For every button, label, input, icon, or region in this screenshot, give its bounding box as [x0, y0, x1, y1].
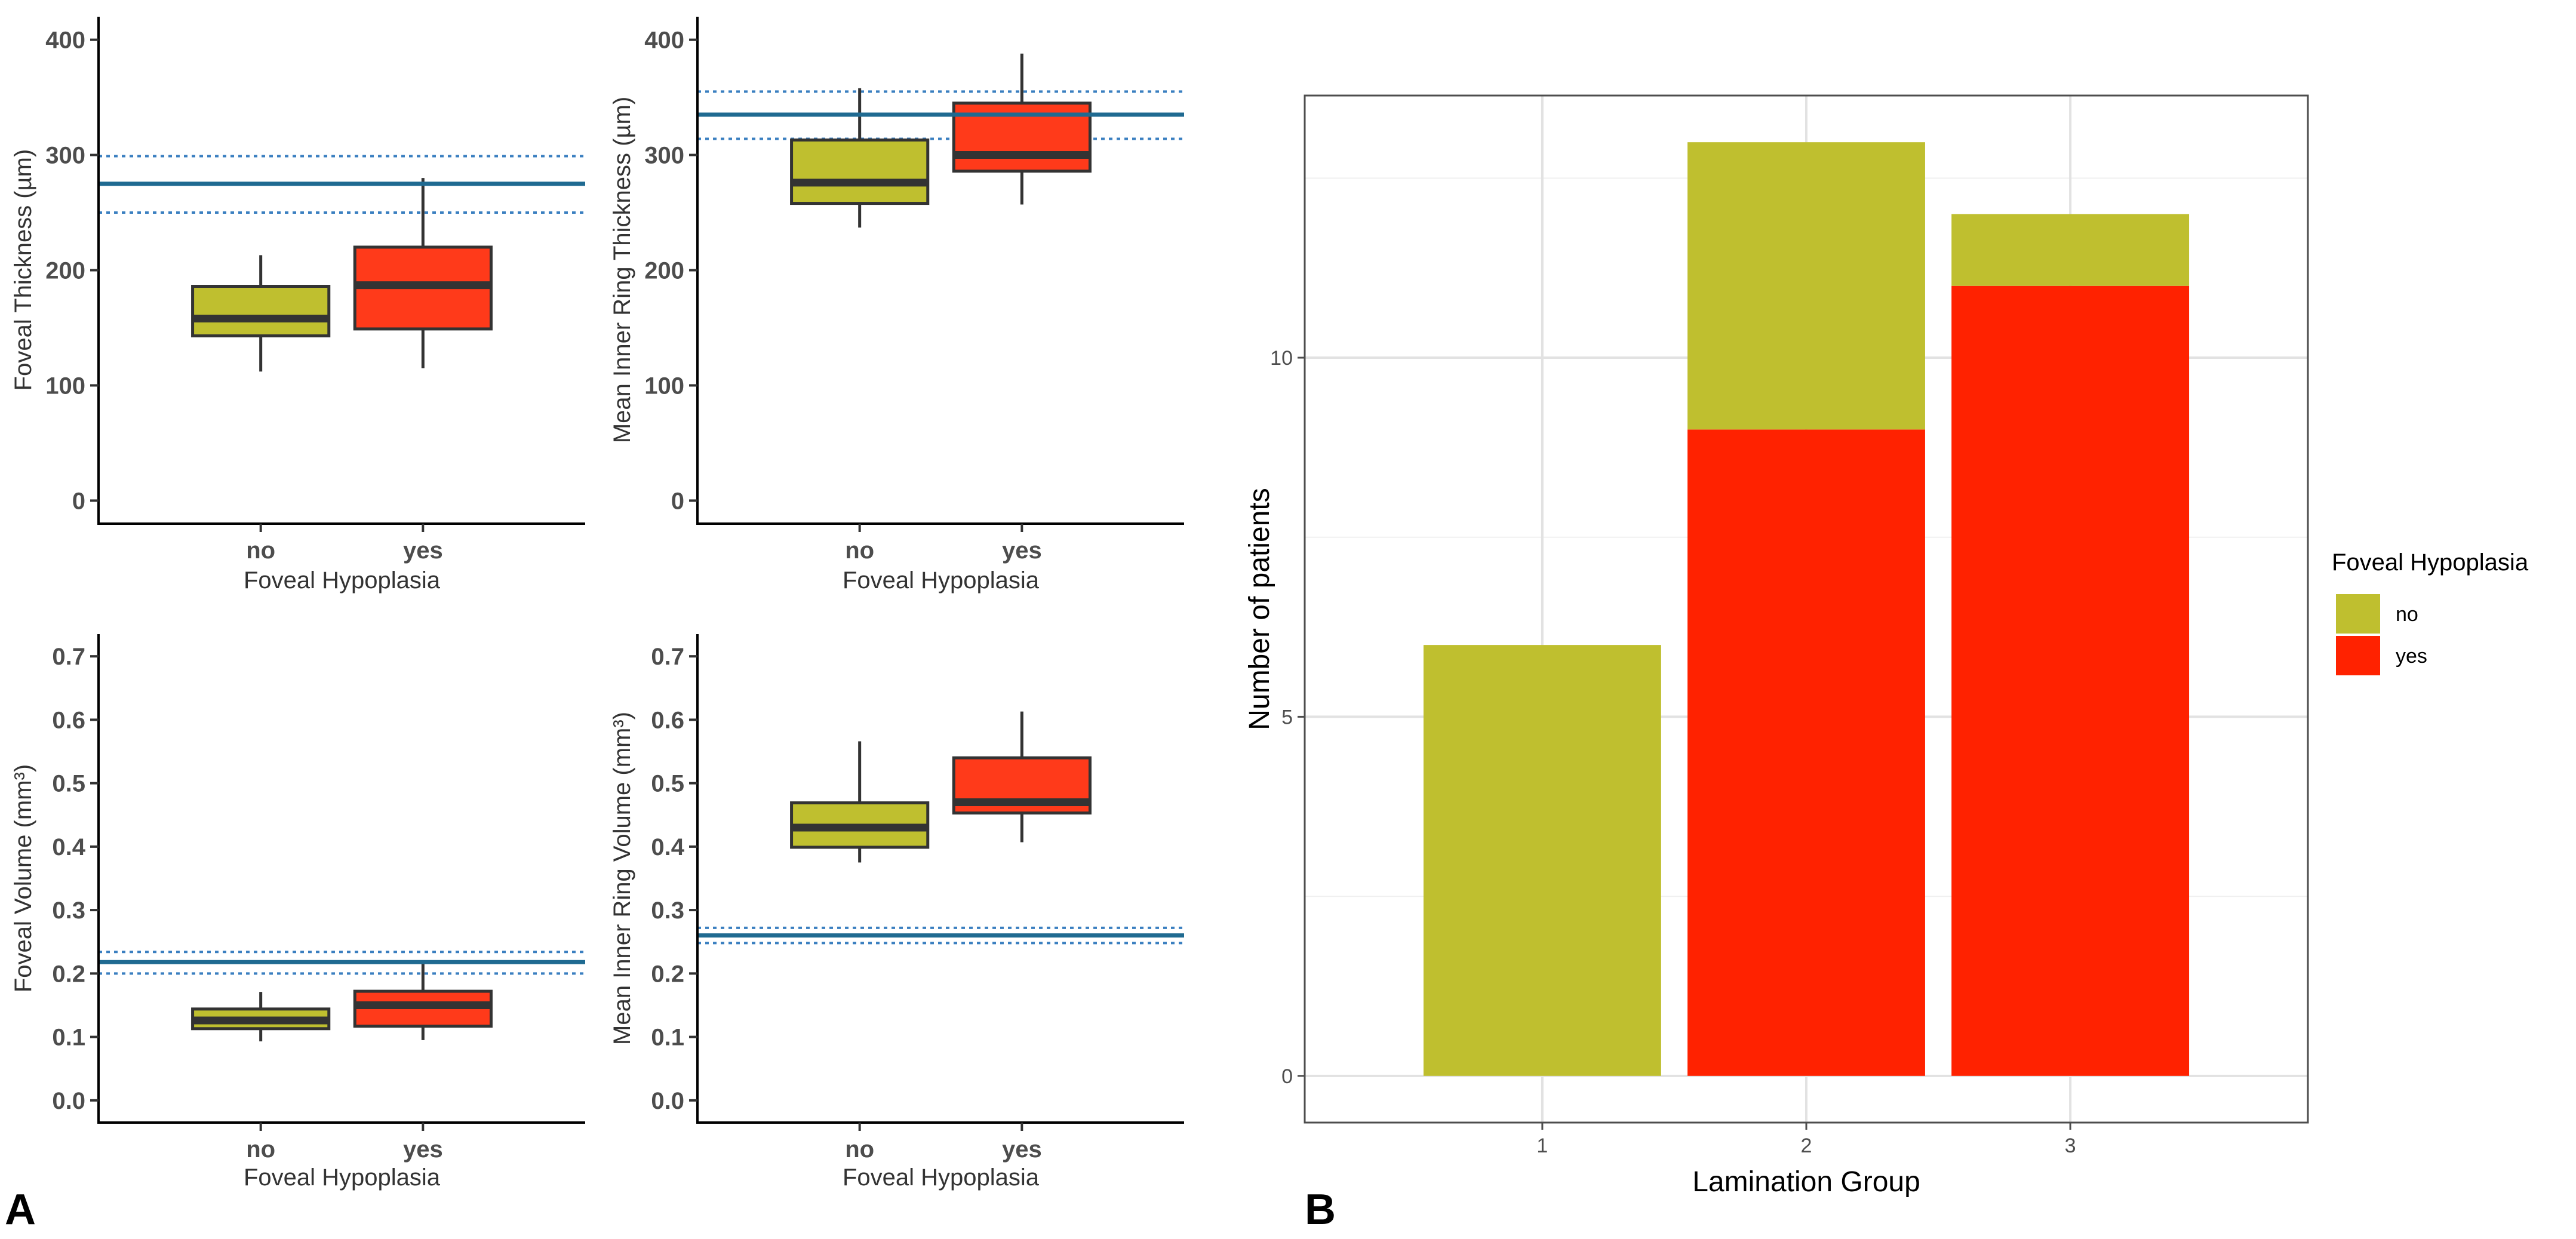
y-tick-label: 200 — [45, 258, 85, 284]
y-tick-label: 200 — [644, 258, 684, 284]
y-tick-label: 0.4 — [52, 834, 85, 860]
x-tick-label: no — [246, 1136, 275, 1163]
y-tick-label: 0 — [1281, 1065, 1293, 1088]
x-axis-title: Lamination Group — [1692, 1166, 1920, 1198]
box-no — [191, 285, 331, 337]
y-axis-title: Foveal Volume (mm³) — [10, 764, 36, 992]
legend-swatch-no — [2336, 594, 2380, 634]
y-tick-label: 0.2 — [651, 961, 684, 987]
bar-group2-yes — [1687, 429, 1925, 1076]
y-axis-title: Mean Inner Ring Volume (mm³) — [609, 712, 635, 1045]
bar-group2-no — [1687, 142, 1925, 430]
y-tick-label: 10 — [1270, 347, 1293, 370]
legend-swatch-yes — [2336, 636, 2380, 675]
legend-label-yes: yes — [2396, 645, 2427, 668]
y-tick-label: 400 — [45, 27, 85, 54]
foveal-thickness-chart: 0 100 200 300 400 no yes Foveal Hypoplasia Fovea… — [10, 17, 585, 594]
y-tick-label: 0.7 — [651, 644, 684, 670]
x-tick-label: yes — [1002, 537, 1042, 564]
y-axis-title: Number of patients — [1244, 488, 1275, 730]
x-tick-label: 2 — [1801, 1135, 1812, 1157]
y-tick-label: 0.3 — [52, 897, 85, 924]
x-tick-label: 1 — [1536, 1135, 1548, 1157]
x-axis-title: Foveal Hypoplasia — [843, 1164, 1040, 1191]
y-tick-label: 0.6 — [651, 707, 684, 733]
y-axis-title: Foveal Thickness (µm) — [10, 149, 36, 391]
y-tick-label: 300 — [45, 143, 85, 169]
inner-ring-thickness-chart: 0 100 200 300 400 no yes Foveal Hypoplasia Mean … — [609, 17, 1184, 594]
x-tick-label: no — [246, 537, 275, 564]
y-tick-label: 0.5 — [52, 771, 85, 797]
y-tick-label: 0 — [671, 488, 684, 514]
y-tick-label: 0.0 — [52, 1088, 85, 1114]
y-tick-label: 100 — [45, 373, 85, 399]
y-tick-label: 100 — [644, 373, 684, 399]
y-tick-label: 0.7 — [52, 644, 85, 670]
y-tick-label: 0 — [72, 488, 85, 514]
y-tick-label: 0.1 — [52, 1025, 85, 1051]
bar-group3-yes — [1951, 285, 2190, 1076]
x-axis-title: Foveal Hypoplasia — [244, 567, 441, 594]
legend-title: Foveal Hypoplasia — [2332, 549, 2529, 576]
lamination-group-chart: 0 5 10 1 2 3 Lamination Group Number of patient… — [1244, 94, 2529, 1198]
legend-label-no: no — [2396, 603, 2418, 626]
y-tick-label: 0.2 — [52, 961, 85, 987]
x-tick-label: yes — [403, 537, 443, 564]
y-tick-label: 300 — [644, 143, 684, 169]
x-tick-label: no — [845, 537, 874, 564]
y-tick-label: 0.4 — [651, 834, 684, 860]
y-tick-label: 0.5 — [651, 771, 684, 797]
panel-label-a: A — [5, 1186, 36, 1234]
panel-label-b: B — [1305, 1186, 1336, 1234]
y-tick-label: 0.6 — [52, 707, 85, 733]
x-tick-label: 3 — [2065, 1135, 2076, 1157]
x-axis-title: Foveal Hypoplasia — [843, 567, 1040, 594]
x-tick-label: no — [845, 1136, 874, 1163]
x-tick-label: yes — [403, 1136, 443, 1163]
y-tick-label: 0.3 — [651, 897, 684, 924]
bar-group3-no — [1951, 214, 2190, 286]
y-axis-title: Mean Inner Ring Thickness (µm) — [609, 97, 635, 443]
x-tick-label: yes — [1002, 1136, 1042, 1163]
y-tick-label: 5 — [1281, 706, 1293, 728]
x-axis-title: Foveal Hypoplasia — [244, 1164, 441, 1191]
bar-group1-no — [1423, 645, 1661, 1076]
y-tick-label: 0.0 — [651, 1088, 684, 1114]
legend: Foveal Hypoplasia no yes — [2332, 549, 2529, 675]
y-tick-label: 400 — [644, 27, 684, 54]
box-no — [790, 138, 930, 205]
y-tick-label: 0.1 — [651, 1025, 684, 1051]
